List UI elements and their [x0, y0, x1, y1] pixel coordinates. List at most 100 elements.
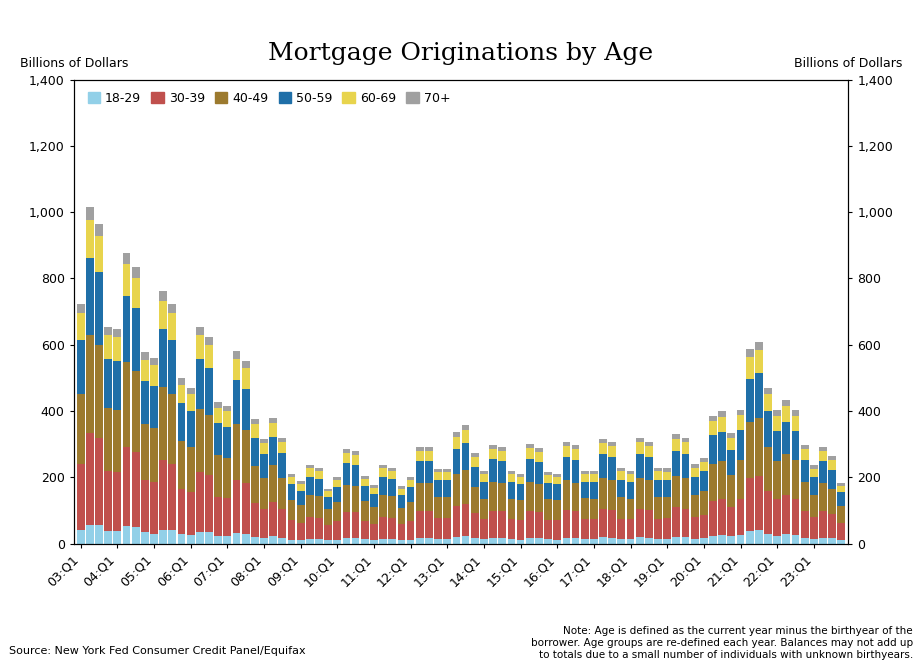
Bar	[278, 438, 286, 442]
Bar	[553, 477, 561, 484]
Bar	[553, 473, 561, 477]
Bar	[288, 500, 295, 520]
Bar	[150, 358, 158, 365]
Bar	[709, 464, 717, 501]
Bar	[297, 491, 304, 505]
Bar	[434, 539, 442, 544]
Bar	[490, 448, 497, 459]
Bar	[141, 424, 148, 479]
Bar	[709, 416, 717, 421]
Bar	[480, 499, 488, 520]
Bar	[325, 489, 332, 491]
Bar	[544, 499, 552, 520]
Bar	[609, 442, 616, 446]
Bar	[343, 463, 350, 485]
Bar	[113, 337, 121, 361]
Bar	[86, 207, 94, 220]
Bar	[141, 532, 148, 544]
Bar	[709, 435, 717, 464]
Bar	[727, 450, 735, 475]
Bar	[178, 402, 185, 440]
Bar	[480, 482, 488, 499]
Bar	[526, 538, 534, 544]
Bar	[737, 415, 744, 430]
Bar	[480, 471, 488, 474]
Bar	[581, 471, 588, 473]
Bar	[370, 494, 378, 507]
Bar	[325, 491, 332, 497]
Bar	[801, 444, 809, 449]
Bar	[443, 469, 451, 472]
Bar	[572, 445, 579, 449]
Bar	[801, 511, 809, 538]
Bar	[141, 381, 148, 424]
Bar	[572, 511, 579, 538]
Bar	[351, 465, 360, 486]
Bar	[104, 471, 112, 531]
Bar	[783, 495, 790, 534]
Bar	[397, 489, 406, 495]
Bar	[700, 459, 708, 462]
Bar	[672, 475, 680, 507]
Bar	[562, 446, 571, 457]
Bar	[315, 468, 323, 471]
Bar	[407, 503, 415, 521]
Bar	[370, 507, 378, 524]
Bar	[581, 481, 588, 499]
Bar	[86, 525, 94, 544]
Bar	[195, 327, 204, 335]
Bar	[187, 388, 195, 394]
Bar	[297, 540, 304, 544]
Bar	[507, 482, 515, 499]
Bar	[379, 468, 387, 477]
Bar	[325, 525, 332, 540]
Bar	[681, 438, 690, 442]
Bar	[379, 477, 387, 495]
Bar	[288, 484, 295, 500]
Bar	[95, 525, 103, 544]
Bar	[232, 380, 241, 424]
Bar	[169, 530, 176, 544]
Bar	[516, 540, 525, 544]
Bar	[810, 477, 818, 495]
Bar	[581, 473, 588, 481]
Bar	[104, 326, 112, 335]
Bar	[681, 509, 690, 537]
Bar	[672, 451, 680, 475]
Bar	[132, 267, 139, 278]
Bar	[150, 428, 158, 483]
Bar	[132, 452, 139, 527]
Bar	[205, 368, 213, 415]
Bar	[810, 539, 818, 544]
Bar	[471, 513, 479, 538]
Bar	[562, 480, 571, 510]
Bar	[86, 258, 94, 335]
Bar	[837, 506, 845, 524]
Bar	[655, 497, 662, 518]
Bar	[636, 453, 644, 478]
Bar	[434, 469, 442, 472]
Bar	[334, 487, 341, 503]
Bar	[627, 520, 634, 539]
Bar	[774, 431, 781, 461]
Bar	[150, 534, 158, 544]
Bar	[792, 535, 799, 544]
Bar	[453, 537, 460, 544]
Bar	[104, 531, 112, 544]
Bar	[251, 424, 259, 438]
Text: Billions of Dollars: Billions of Dollars	[794, 57, 903, 70]
Bar	[242, 368, 250, 389]
Bar	[132, 371, 139, 452]
Bar	[792, 499, 799, 535]
Bar	[507, 475, 515, 483]
Bar	[618, 471, 625, 479]
Bar	[397, 508, 406, 524]
Bar	[95, 236, 103, 272]
Bar	[251, 537, 259, 544]
Bar	[480, 539, 488, 544]
Bar	[526, 444, 534, 448]
Bar	[251, 419, 259, 424]
Bar	[819, 511, 827, 538]
Bar	[453, 436, 460, 449]
Bar	[453, 507, 460, 537]
